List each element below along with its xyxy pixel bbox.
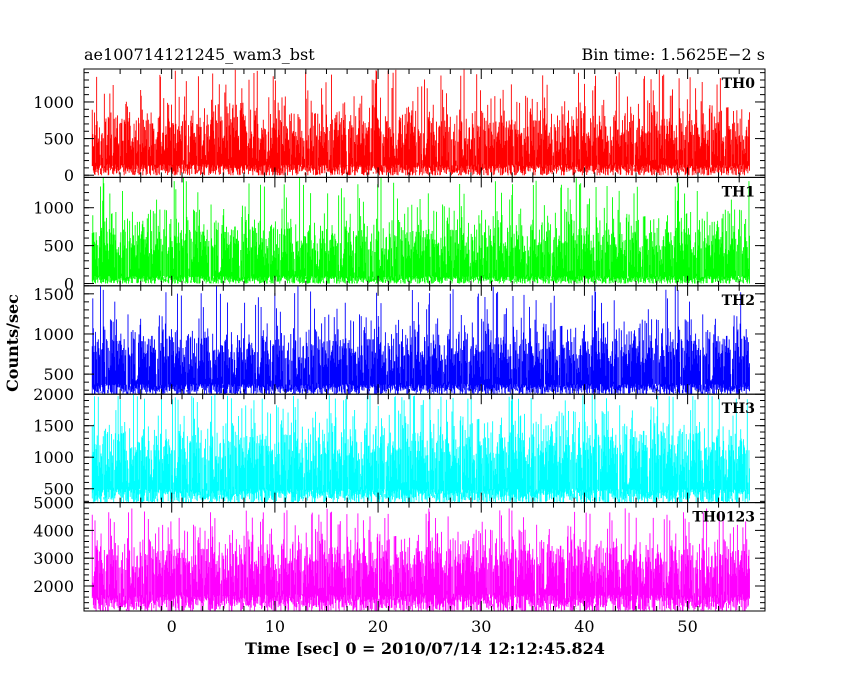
x-axis-label: Time [sec] 0 = 2010/07/14 12:12:45.824 — [245, 639, 605, 658]
panel-th0123: 2000 3000 4000 5000 TH0123 0 10 20 30 40 50 — [33, 494, 766, 636]
panel-label: TH2 — [722, 293, 755, 309]
x-tick-label: 20 — [368, 617, 388, 636]
y-tick-label: 500 — [43, 130, 74, 149]
chart-title: ae100714121245_wam3_bst — [84, 45, 315, 64]
panel-th1: 0 500 1000 TH1 — [33, 176, 766, 294]
panel-th2: 500 1000 1500 TH2 — [33, 285, 766, 395]
y-tick-label: 2000 — [33, 577, 74, 596]
panel-label: TH1 — [722, 184, 755, 200]
y-tick-label: 500 — [43, 237, 74, 256]
bin-time-label: Bin time: 1.5625E−2 s — [582, 45, 765, 64]
series-th3 — [91, 394, 750, 503]
panel-frame — [83, 502, 766, 612]
x-tick-label: 50 — [677, 617, 697, 636]
series-th1 — [91, 177, 750, 284]
y-tick-label: 1000 — [33, 448, 74, 467]
panel-label: TH0 — [722, 76, 756, 92]
series-th0123 — [91, 508, 750, 611]
y-axis-label: Counts/sec — [3, 294, 22, 392]
series-th2 — [91, 286, 750, 395]
y-tick-label: 0 — [64, 166, 74, 185]
series-th0 — [91, 69, 750, 176]
panel-th0: 0 500 1000 TH0 — [33, 68, 766, 185]
y-tick-label: 0 — [64, 275, 74, 294]
y-tick-label: 1000 — [33, 199, 74, 218]
x-tick-label: 40 — [574, 617, 594, 636]
panel-label: TH3 — [722, 401, 755, 417]
y-tick-label: 1000 — [33, 325, 74, 344]
x-tick-label: 10 — [265, 617, 285, 636]
y-tick-label: 500 — [43, 480, 74, 499]
y-tick-label: 2000 — [33, 385, 74, 404]
x-tick-label: 0 — [167, 617, 177, 636]
panel-th3: 500 1000 1500 2000 TH3 — [33, 385, 766, 504]
y-tick-label: 1000 — [33, 93, 74, 112]
x-tick-label: 30 — [471, 617, 491, 636]
y-tick-label: 1500 — [33, 285, 74, 304]
y-tick-label: 5000 — [33, 494, 74, 513]
y-tick-label: 4000 — [33, 521, 74, 540]
panel-label: TH0123 — [692, 510, 755, 526]
y-tick-label: 1500 — [33, 417, 74, 436]
y-tick-label: 500 — [43, 365, 74, 384]
y-tick-label: 3000 — [33, 549, 74, 568]
